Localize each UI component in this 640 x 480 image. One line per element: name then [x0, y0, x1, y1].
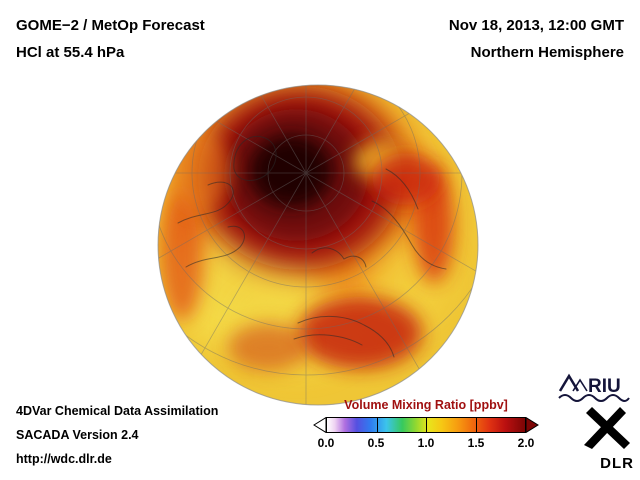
colorbar-tick: 1.0	[417, 436, 435, 450]
colorbar-separator	[475, 418, 477, 432]
colorbar-tick: 0.0	[317, 436, 335, 450]
header-right: Nov 18, 2013, 12:00 GMT Northern Hemisph…	[449, 12, 624, 66]
colorbar-row	[313, 417, 539, 433]
plot-hemisphere: Northern Hemisphere	[470, 44, 624, 61]
dlr-logo-text: DLR	[600, 455, 634, 472]
colorbar-tick: 1.5	[467, 436, 485, 450]
globe-map	[148, 75, 488, 415]
colorbar-tick: 2.0	[517, 436, 535, 450]
colorbar-tick-labels: 0.0 0.5 1.0 1.5 2.0	[318, 436, 535, 450]
globe-svg	[157, 84, 479, 406]
dlr-logo: DLR	[578, 405, 636, 472]
header-left: GOME−2 / MetOp Forecast HCl at 55.4 hPa	[16, 12, 205, 66]
colorbar-separator	[426, 418, 427, 432]
riu-logo-icon: RIU	[558, 373, 630, 402]
plot-subtitle: HCl at 55.4 hPa	[16, 44, 125, 61]
assimilation-label: 4DVar Chemical Data Assimilation	[16, 404, 219, 418]
colorbar: Volume Mixing Ratio [ppbv] 0.0 0.5 1.0 1…	[313, 398, 539, 450]
coastlines	[177, 135, 447, 358]
colorbar-title: Volume Mixing Ratio [ppbv]	[344, 398, 508, 412]
riu-logo-text: RIU	[588, 376, 621, 397]
dlr-logo-icon	[584, 407, 630, 449]
mixing-ratio-field	[160, 85, 454, 371]
footer-info: 4DVar Chemical Data Assimilation SACADA …	[16, 399, 218, 471]
plot-title: GOME−2 / MetOp Forecast	[16, 17, 205, 34]
version-label: SACADA Version 2.4	[16, 428, 139, 442]
plot-datetime: Nov 18, 2013, 12:00 GMT	[448, 17, 624, 34]
colorbar-left-arrow-icon	[313, 417, 326, 433]
colorbar-gradient	[326, 417, 526, 433]
globe-limb	[157, 84, 479, 406]
colorbar-tick: 0.5	[367, 436, 385, 450]
url-label: http://wdc.dlr.de	[16, 452, 112, 466]
colorbar-right-arrow-icon	[526, 417, 539, 433]
colorbar-separator	[376, 418, 378, 432]
riu-logo: RIU	[556, 371, 632, 403]
